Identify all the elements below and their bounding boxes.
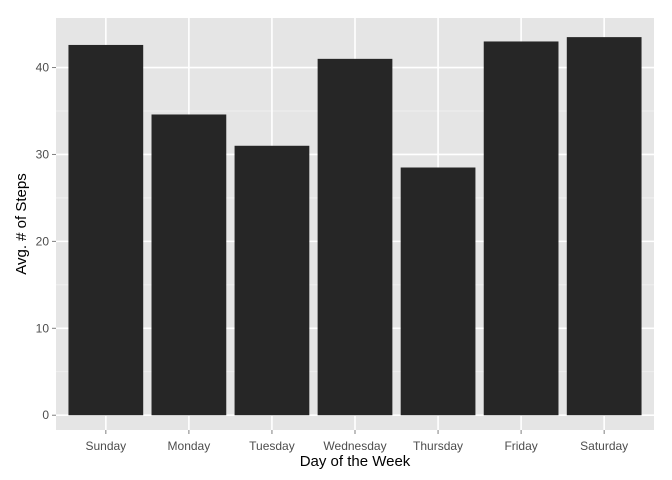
y-tick-label: 30	[36, 147, 50, 161]
y-tick-label: 0	[42, 408, 49, 422]
y-axis: 0 10 20 30 40	[36, 61, 56, 422]
x-axis: Sunday Monday Tuesday Wednesday Thursday Frid…	[85, 430, 628, 453]
bar-thursday	[400, 167, 476, 416]
bar-monday	[151, 114, 227, 416]
y-axis-title: Avg. # of Steps	[13, 173, 30, 274]
bar-wednesday	[317, 58, 393, 416]
x-tick-label: Thursday	[413, 439, 463, 453]
y-tick-label: 10	[36, 321, 50, 335]
x-tick-label: Wednesday	[323, 439, 386, 453]
bar-sunday	[68, 44, 144, 416]
x-tick-label: Monday	[168, 439, 211, 453]
x-tick-label: Tuesday	[249, 439, 295, 453]
bar-tuesday	[234, 145, 310, 416]
bars	[68, 37, 642, 416]
y-tick-label: 20	[36, 234, 50, 248]
bar-friday	[483, 41, 559, 416]
x-tick-label: Saturday	[580, 439, 628, 453]
y-tick-label: 40	[36, 61, 50, 75]
bar-saturday	[566, 37, 642, 416]
x-tick-label: Sunday	[85, 439, 126, 453]
x-tick-label: Friday	[504, 439, 537, 453]
x-axis-title: Day of the Week	[300, 453, 411, 470]
